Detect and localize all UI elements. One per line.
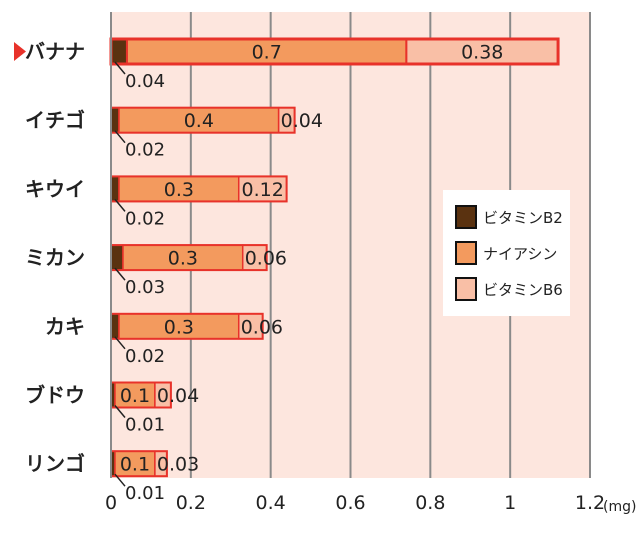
bar-label-niacin: 0.1 — [120, 385, 150, 407]
bar-segment-ビタミンB2 — [110, 38, 128, 65]
bar-segment-ナイアシン — [125, 38, 408, 65]
bar-label-b2: 0.02 — [125, 346, 165, 367]
bar-label-b6: 0.06 — [241, 316, 283, 338]
x-unit-label: (mg) — [603, 499, 636, 515]
grid-lines — [189, 12, 591, 478]
category-label: ミカン — [25, 246, 85, 270]
bar-label-niacin: 0.4 — [184, 110, 214, 132]
x-tick-label: 1.2 — [575, 492, 605, 514]
category-label: キウイ — [25, 177, 85, 201]
category-label: ブドウ — [25, 383, 85, 407]
bar-segment-ビタミンB6 — [237, 175, 288, 203]
bar-label-b6: 0.38 — [461, 42, 503, 64]
leader-line — [114, 198, 126, 212]
bar-label-b2: 0.01 — [125, 483, 165, 504]
category-label: リンゴ — [25, 452, 85, 476]
legend-label: ナイアシン — [483, 245, 557, 263]
leader-line — [114, 336, 126, 350]
legend-label: ビタミンB6 — [483, 281, 563, 299]
bar-label-b2: 0.03 — [125, 277, 165, 298]
x-tick-label: 1 — [504, 492, 516, 514]
bar-label-b2: 0.02 — [125, 208, 165, 229]
leader-line — [114, 473, 126, 487]
category-label: バナナ — [25, 40, 85, 64]
bar-label-niacin: 0.3 — [168, 248, 198, 270]
x-tick-label: 0.6 — [335, 492, 365, 514]
bar-label-niacin: 0.3 — [164, 316, 194, 338]
bar-label-b2: 0.02 — [125, 140, 165, 161]
bar-segment-ビタミンB2 — [110, 106, 120, 134]
bar-label-b2: 0.04 — [125, 71, 165, 92]
bar-segment-ビタミンB2 — [110, 175, 120, 203]
leader-line — [114, 267, 126, 281]
x-tick-label: 0.8 — [415, 492, 445, 514]
bar-label-niacin: 0.1 — [120, 454, 150, 476]
bar-segment-ナイアシン — [118, 106, 280, 134]
category-label: イチゴ — [25, 108, 85, 132]
x-tick-label: 0.2 — [176, 492, 206, 514]
bar-label-b6: 0.04 — [157, 385, 199, 407]
bar-label-b6: 0.03 — [157, 454, 199, 476]
bar-label-b6: 0.04 — [281, 110, 323, 132]
bar-segment-ビタミンB2 — [110, 244, 124, 271]
highlight-marker-icon — [14, 42, 26, 61]
leader-line — [114, 130, 126, 144]
bar-label-niacin: 0.7 — [252, 42, 282, 64]
bar-label-niacin: 0.3 — [164, 179, 194, 201]
legend-swatch — [455, 277, 477, 301]
bar-label-b6: 0.12 — [242, 179, 284, 201]
x-tick-label: 0.4 — [256, 492, 286, 514]
legend-swatch — [455, 205, 477, 229]
x-tick-label: 0 — [105, 492, 117, 514]
bars — [109, 37, 560, 478]
leader-line — [114, 405, 126, 418]
bar-segment-ビタミンB2 — [110, 313, 120, 340]
leader-line — [114, 61, 126, 75]
bar-segment-ナイアシン — [114, 450, 156, 477]
axis: 0 0.2 0.4 0.6 0.8 1 1.2(mg) — [105, 12, 636, 515]
legend-swatch — [455, 241, 477, 265]
legend-label: ビタミンB2 — [483, 209, 563, 227]
bar-label-b2: 0.01 — [125, 415, 165, 436]
bar-label-b6: 0.06 — [245, 248, 287, 270]
category-label: カキ — [45, 314, 85, 338]
